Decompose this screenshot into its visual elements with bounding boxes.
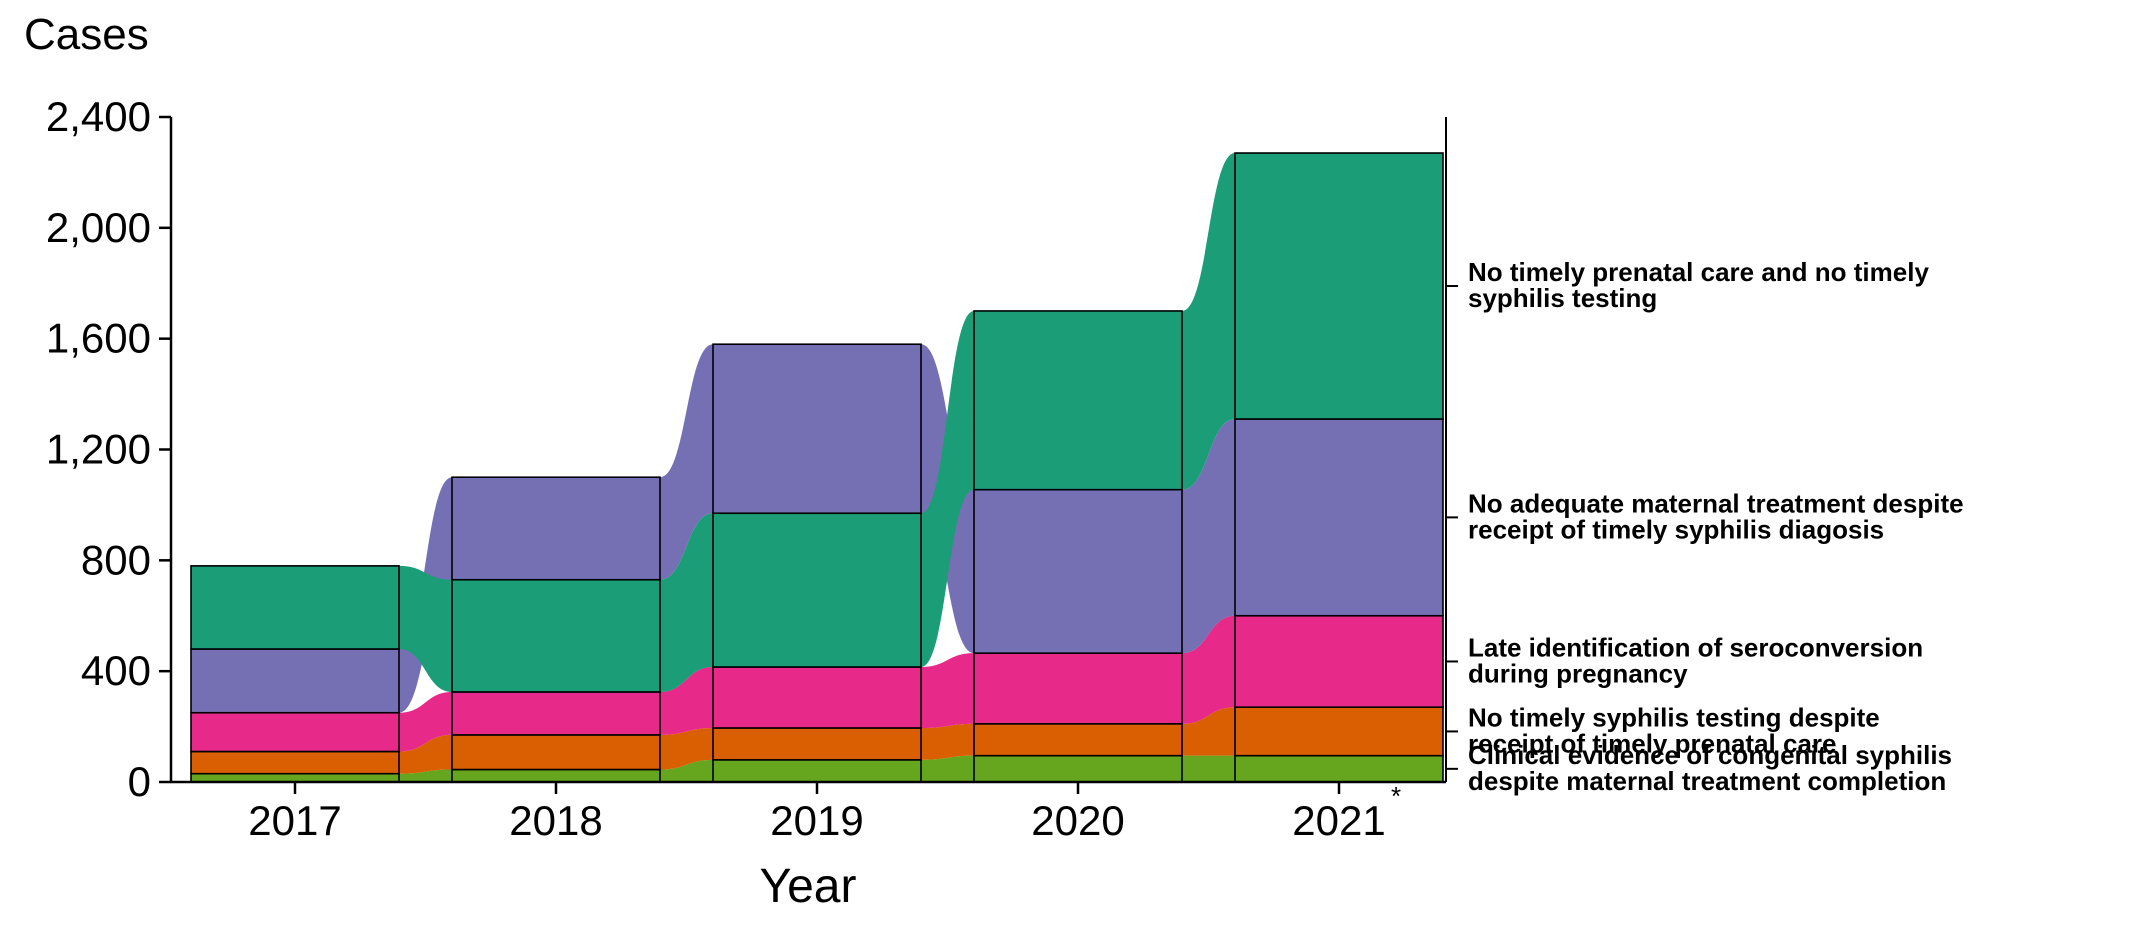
bar-segment-2021-series-4 [1234,152,1444,420]
flow-2017-2018-series-2 [399,691,452,752]
bar-segment-2021-series-2 [1234,614,1444,708]
bar-segment-2019-series-1 [712,727,922,761]
flow-2019-2020-series-1 [921,723,974,760]
bar-segment-2020-series-4 [973,310,1183,491]
flow-2018-2019-series-2 [660,667,713,735]
series-label-1: No timely syphilis testing despite receip… [1468,702,1880,758]
series-label-1-line-0: No timely syphilis testing despite [1468,702,1880,732]
x-tick-note-marker: * [1391,781,1401,811]
x-tick-label-2020: 2020 [1031,797,1124,844]
x-tick-label-2019: 2019 [770,797,863,844]
bar-segment-2019-series-3 [712,343,922,515]
flow-2017-2018-series-4 [399,565,452,692]
bar-segment-2018-series-3 [451,476,661,581]
bar-segment-2020-series-1 [973,723,1183,757]
flow-2020-2021-series-0 [1182,755,1235,782]
bar-segment-2018-series-2 [451,691,661,736]
y-tick-label-2: 800 [81,536,151,583]
series-label-4: No timely prenatal care and no timely syp… [1468,257,1929,313]
bar-segment-2020-series-2 [973,652,1183,725]
series-label-0-line-1: despite maternal treatment completion [1468,766,1946,796]
bar-segment-2021-series-3 [1234,418,1444,617]
bar-segment-2018-series-4 [451,578,661,693]
flow-2018-2019-series-0 [660,759,713,782]
flow-2018-2019-series-1 [660,727,713,770]
flow-2019-2020-series-0 [921,755,974,782]
y-axis-title: Cases [24,10,149,59]
flow-2018-2019-series-3 [660,344,713,580]
series-label-3: No adequate maternal treatment despite re… [1468,488,1964,544]
x-tick-label-2017: 2017 [248,797,341,844]
y-tick-label-3: 1,200 [46,426,151,473]
bar-segment-2018-series-1 [451,734,661,771]
bar-segment-2019-series-2 [712,666,922,729]
y-tick-label-1: 400 [81,647,151,694]
bars-layer [190,152,1444,783]
bar-segment-2019-series-4 [712,512,922,668]
axes-layer: 0 400 800 1,200 1,600 2,000 2,400 2017 2018 2019 2… [46,93,1447,844]
series-label-4-line-1: syphilis testing [1468,283,1657,313]
series-label-2-line-0: Late identification of seroconversion [1468,632,1923,662]
labels-layer: No timely prenatal care and no timely syp… [1446,257,1964,796]
y-tick-label-0: 0 [128,758,151,805]
bar-segment-2017-series-2 [190,711,400,753]
series-label-2-line-1: during pregnancy [1468,658,1688,688]
series-label-3-line-1: receipt of timely syphilis diagosis [1468,514,1884,544]
series-label-2: Late identification of seroconversion dur… [1468,632,1923,688]
y-tick-label-5: 2,000 [46,204,151,251]
bar-segment-2018-series-0 [451,768,661,783]
flow-2020-2021-series-2 [1182,615,1235,724]
bar-segment-2019-series-0 [712,759,922,783]
flow-2020-2021-series-1 [1182,707,1235,756]
y-tick-label-6: 2,400 [46,93,151,140]
bar-segment-2021-series-0 [1234,754,1444,783]
flow-2018-2019-series-4 [660,513,713,692]
series-label-3-line-0: No adequate maternal treatment despite [1468,488,1964,518]
flow-2017-2018-series-1 [399,734,452,774]
flow-2019-2020-series-4 [921,310,974,668]
bar-segment-2017-series-1 [190,750,400,775]
y-tick-label-4: 1,600 [46,315,151,362]
bar-segment-2017-series-3 [190,648,400,714]
bar-segment-2017-series-4 [190,565,400,650]
flow-2019-2020-series-2 [921,653,974,728]
flow-2020-2021-series-4 [1182,153,1235,490]
flow-2020-2021-series-3 [1182,419,1235,654]
series-label-0-line-0: Clinical evidence of congenital syphilis [1468,740,1952,770]
flows-layer [399,153,1235,782]
flow-2017-2018-series-0 [399,769,452,782]
bar-segment-2021-series-1 [1234,706,1444,757]
series-label-1-line-1: receipt of timely prenatal care [1468,728,1836,758]
x-tick-label-2018: 2018 [509,797,602,844]
series-label-4-line-0: No timely prenatal care and no timely [1468,257,1929,287]
series-label-0: Clinical evidence of congenital syphilis… [1468,740,1952,796]
bar-segment-2020-series-0 [973,754,1183,783]
bar-segment-2020-series-3 [973,488,1183,654]
x-tick-label-2021: 2021 [1292,797,1385,844]
x-axis-title: Year [760,860,857,913]
